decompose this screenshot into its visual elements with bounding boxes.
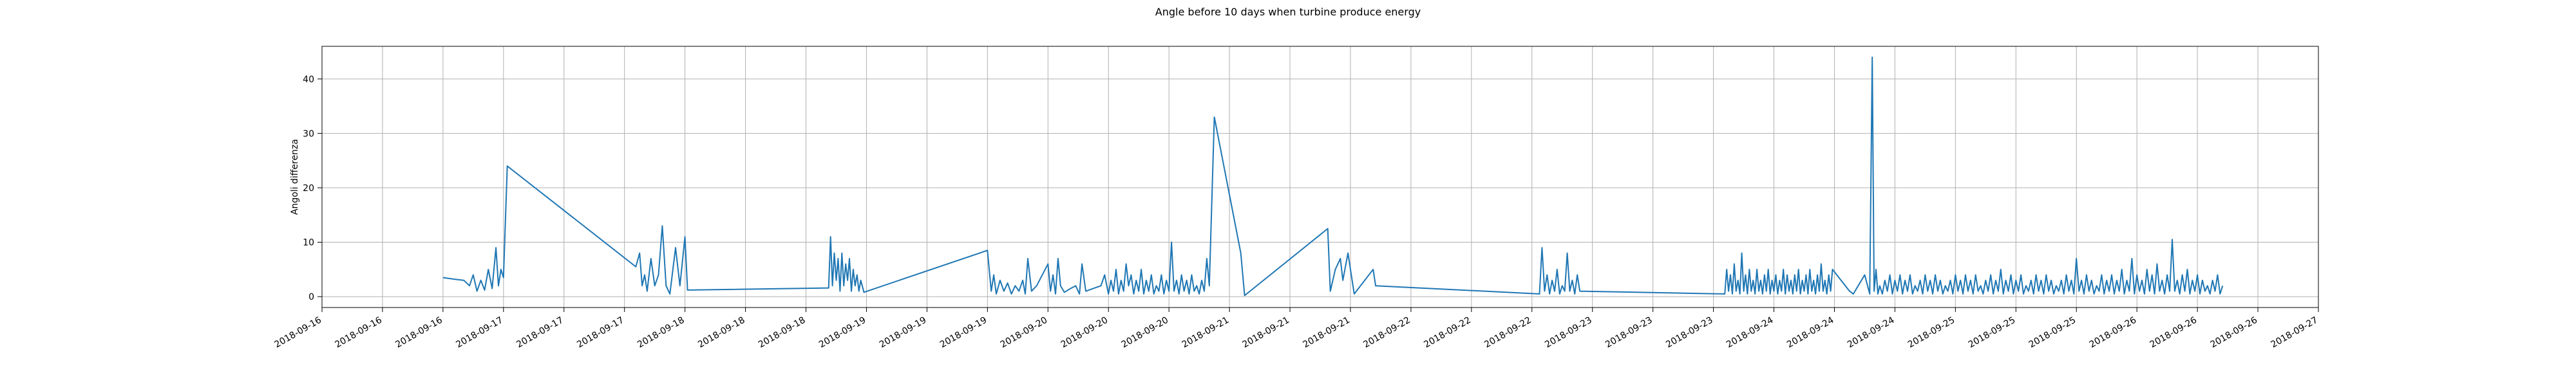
x-tick-label: 2018-09-16 [393,315,444,351]
x-tick-label: 2018-09-25 [1967,315,2017,351]
x-tick-label: 2018-09-20 [1059,315,1110,351]
x-tick-label: 2018-09-20 [1120,315,1170,351]
y-tick-label: 20 [303,183,314,194]
x-tick-label: 2018-09-26 [2148,315,2199,351]
x-tick-label: 2018-09-17 [454,315,504,351]
x-tick-label: 2018-09-17 [515,315,565,351]
x-tick-label: 2018-09-25 [2027,315,2078,351]
x-tick-label: 2018-09-26 [2088,315,2139,351]
x-tick-label: 2018-09-19 [878,315,928,351]
x-tick-label: 2018-09-23 [1543,315,1593,351]
series-group [442,56,2224,297]
x-tick-label: 2018-09-22 [1422,315,1472,351]
x-tick-label: 2018-09-19 [938,315,989,351]
x-tick-label: 2018-09-18 [757,315,807,351]
plot-area-frame [321,46,2319,308]
x-tick-label: 2018-09-22 [1482,315,1533,351]
y-axis: 0 10 20 30 40 [303,75,322,302]
x-tick-label: 2018-09-24 [1846,315,1897,351]
x-tick-label: 2018-09-27 [2269,315,2320,351]
x-tick-label: 2018-09-17 [575,315,625,351]
chart-title: Angle before 10 days when turbine produc… [1155,6,1421,18]
x-tick-label: 2018-09-24 [1785,315,1836,351]
x-tick-label: 2018-09-20 [999,315,1049,351]
x-tick-label: 2018-09-24 [1725,315,1776,351]
y-tick-label: 10 [303,238,314,248]
x-tick-label: 2018-09-21 [1180,315,1231,351]
x-tick-label: 2018-09-21 [1241,315,1291,351]
y-tick-label: 40 [303,75,314,85]
x-tick-label: 2018-09-18 [636,315,686,351]
x-tick-label: 2018-09-25 [1906,315,1956,351]
y-tick-label: 30 [303,129,314,139]
x-tick-label: 2018-09-22 [1361,315,1412,351]
x-tick-label: 2018-09-16 [333,315,384,351]
series-line [442,56,2224,297]
x-tick-label: 2018-09-21 [1301,315,1351,351]
y-tick-label: 0 [308,292,314,302]
x-tick-label: 2018-09-23 [1604,315,1654,351]
x-tick-label: 2018-09-26 [2209,315,2260,351]
grid-lines [321,46,2319,308]
x-tick-label: 2018-09-23 [1664,315,1714,351]
x-tick-label: 2018-09-18 [696,315,746,351]
y-axis-label: Angoli differenza [290,139,300,215]
x-tick-label: 2018-09-16 [273,315,324,351]
x-tick-label: 2018-09-19 [817,315,867,351]
x-axis: 2018-09-16 2018-09-16 2018-09-16 2018-09-17… [273,308,2320,350]
